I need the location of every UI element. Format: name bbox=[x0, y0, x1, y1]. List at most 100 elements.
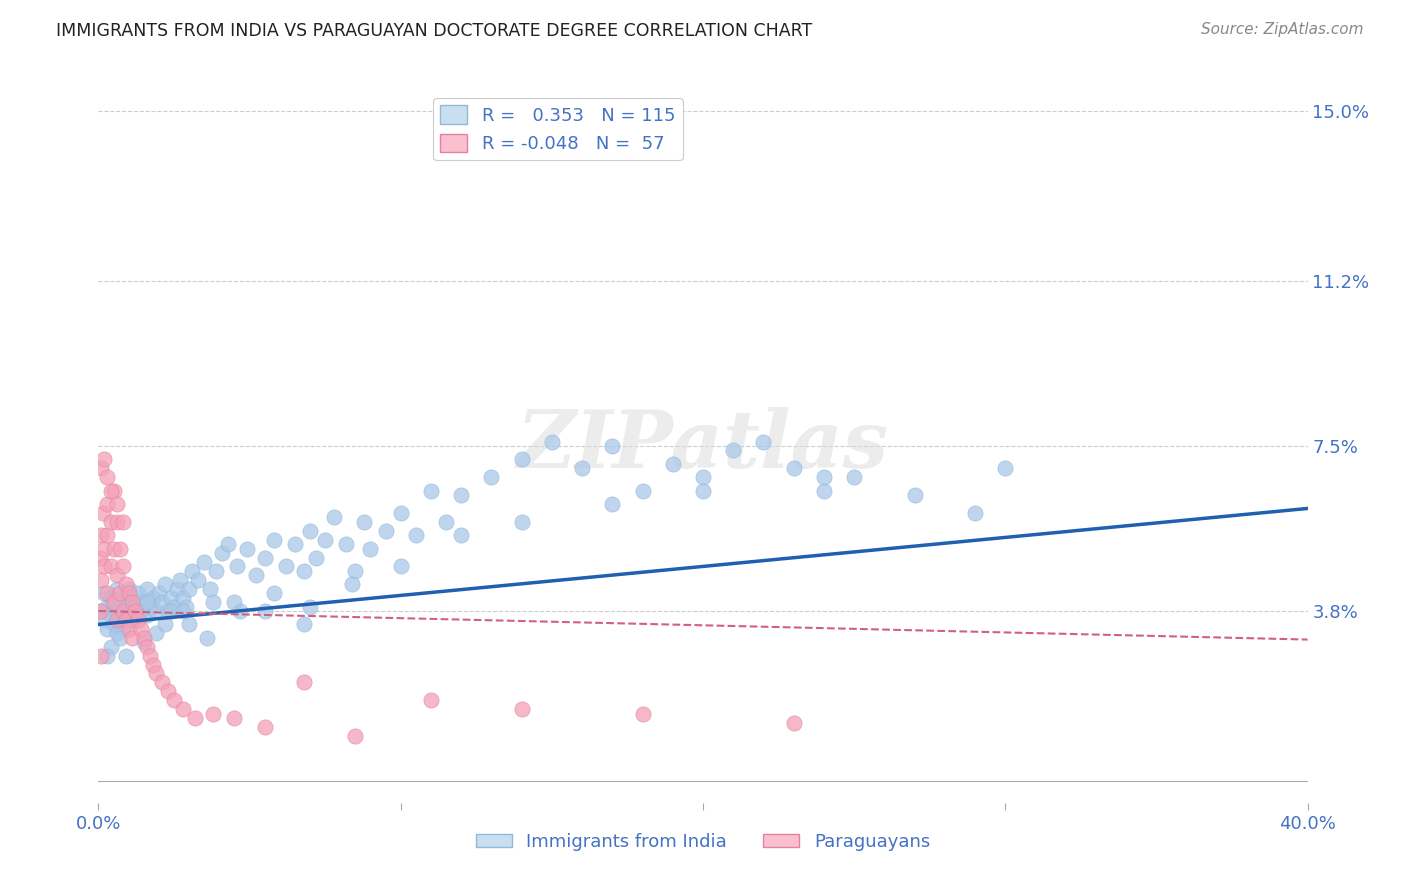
Point bbox=[631, 483, 654, 498]
Point bbox=[108, 613, 131, 627]
Point bbox=[510, 702, 533, 716]
Point bbox=[118, 582, 141, 596]
Point bbox=[114, 577, 136, 591]
Point bbox=[150, 595, 173, 609]
Point bbox=[571, 461, 593, 475]
Point bbox=[135, 640, 157, 654]
Point bbox=[108, 631, 131, 645]
Point bbox=[160, 604, 183, 618]
Point bbox=[172, 591, 194, 605]
Point bbox=[118, 622, 141, 636]
Point bbox=[121, 613, 143, 627]
Point bbox=[100, 640, 122, 654]
Point bbox=[90, 528, 112, 542]
Point bbox=[96, 470, 118, 484]
Point bbox=[96, 648, 118, 663]
Point bbox=[202, 595, 225, 609]
Point bbox=[103, 541, 125, 556]
Point bbox=[111, 591, 134, 605]
Point bbox=[292, 617, 315, 632]
Point bbox=[100, 483, 122, 498]
Point bbox=[169, 573, 191, 587]
Point bbox=[103, 595, 125, 609]
Point bbox=[353, 515, 375, 529]
Point bbox=[121, 631, 143, 645]
Point bbox=[89, 550, 111, 565]
Point bbox=[813, 483, 835, 498]
Point bbox=[344, 729, 367, 743]
Point bbox=[111, 515, 134, 529]
Text: ZIPatlas: ZIPatlas bbox=[517, 408, 889, 484]
Point bbox=[510, 452, 533, 467]
Point bbox=[114, 595, 136, 609]
Point bbox=[124, 599, 146, 614]
Point bbox=[274, 559, 297, 574]
Point bbox=[105, 568, 128, 582]
Point bbox=[166, 582, 188, 596]
Point bbox=[105, 604, 128, 618]
Point bbox=[229, 604, 252, 618]
Point bbox=[96, 528, 118, 542]
Point bbox=[100, 591, 122, 605]
Point bbox=[91, 506, 114, 520]
Point bbox=[323, 510, 346, 524]
Point bbox=[105, 582, 128, 596]
Point bbox=[783, 715, 806, 730]
Point bbox=[299, 599, 322, 614]
Point bbox=[90, 461, 112, 475]
Point bbox=[752, 434, 775, 449]
Point bbox=[420, 693, 443, 707]
Point bbox=[263, 586, 285, 600]
Point bbox=[100, 559, 122, 574]
Point bbox=[224, 595, 246, 609]
Point bbox=[145, 666, 167, 681]
Point bbox=[145, 604, 167, 618]
Point bbox=[124, 613, 146, 627]
Point bbox=[187, 573, 209, 587]
Point bbox=[540, 434, 562, 449]
Point bbox=[114, 608, 136, 623]
Point bbox=[156, 684, 179, 698]
Point bbox=[105, 515, 128, 529]
Point bbox=[108, 599, 131, 614]
Point bbox=[148, 586, 170, 600]
Point bbox=[153, 577, 176, 591]
Point bbox=[90, 648, 112, 663]
Point bbox=[253, 550, 276, 565]
Point bbox=[103, 595, 125, 609]
Point bbox=[211, 546, 233, 560]
Point bbox=[692, 483, 714, 498]
Point bbox=[139, 599, 162, 614]
Point bbox=[96, 586, 118, 600]
Point bbox=[602, 439, 624, 453]
Point bbox=[253, 604, 276, 618]
Point bbox=[135, 608, 157, 623]
Point bbox=[132, 635, 155, 649]
Point bbox=[93, 559, 115, 574]
Point bbox=[344, 564, 367, 578]
Point bbox=[299, 524, 322, 538]
Point bbox=[226, 559, 249, 574]
Point bbox=[253, 720, 276, 734]
Point bbox=[263, 533, 285, 547]
Point bbox=[90, 573, 112, 587]
Point bbox=[160, 591, 183, 605]
Point bbox=[145, 626, 167, 640]
Point bbox=[389, 559, 412, 574]
Point bbox=[360, 541, 382, 556]
Point bbox=[202, 706, 225, 721]
Point bbox=[374, 524, 396, 538]
Point bbox=[661, 457, 683, 471]
Legend: Immigrants from India, Paraguayans: Immigrants from India, Paraguayans bbox=[468, 826, 938, 858]
Point bbox=[135, 595, 157, 609]
Point bbox=[994, 461, 1017, 475]
Point bbox=[292, 675, 315, 690]
Point bbox=[93, 613, 115, 627]
Point bbox=[114, 613, 136, 627]
Point bbox=[96, 599, 118, 614]
Point bbox=[163, 599, 186, 614]
Point bbox=[723, 443, 745, 458]
Point bbox=[90, 604, 112, 618]
Point bbox=[111, 622, 134, 636]
Point bbox=[132, 595, 155, 609]
